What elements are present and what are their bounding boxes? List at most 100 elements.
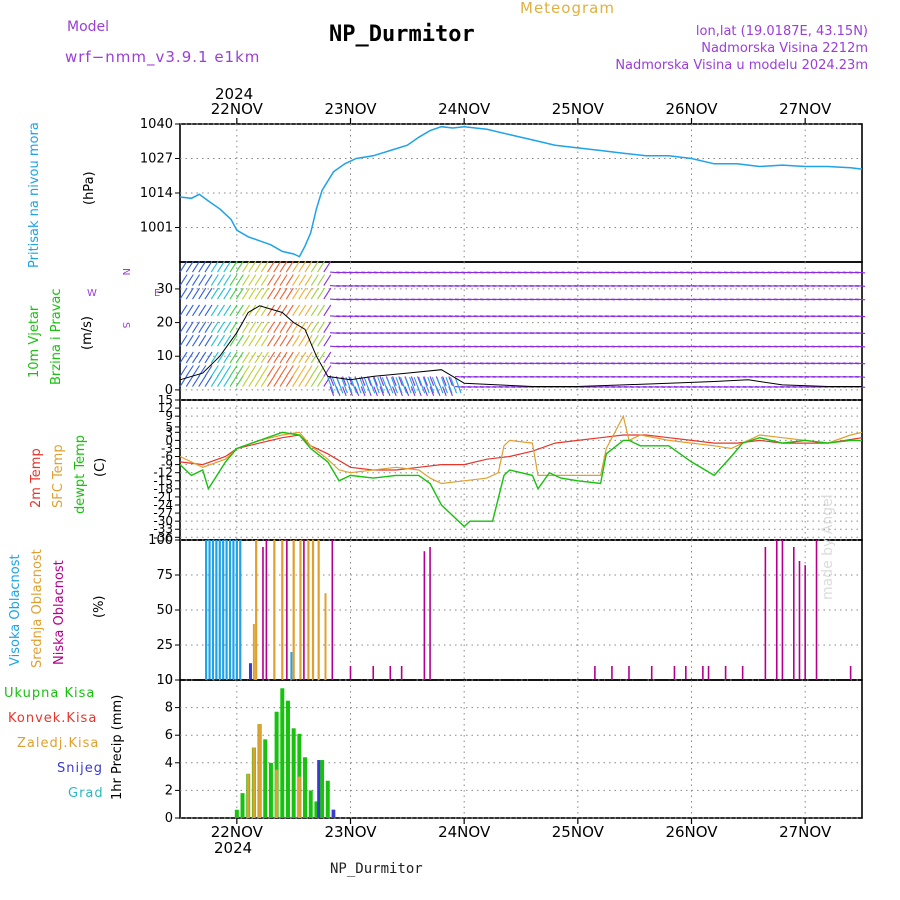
wind-barb	[442, 376, 447, 386]
wind-barb	[855, 271, 866, 274]
year-bottom: 2024	[214, 839, 253, 857]
x-tick-label-bottom: 24NOV	[438, 823, 491, 841]
cloud-mid-bar	[317, 540, 320, 680]
wind-barb	[235, 334, 244, 347]
temperature-y-tick-label: -21	[153, 490, 173, 504]
wind-barb	[267, 365, 276, 377]
wind-barb	[235, 274, 244, 286]
wind-barb	[260, 375, 269, 387]
wind-barb	[223, 260, 232, 273]
wind-barb	[372, 376, 380, 394]
wind-barb	[298, 334, 307, 347]
wind-barb	[348, 386, 353, 397]
wind-barb	[379, 386, 385, 397]
temperature-y-tick-label: -33	[153, 522, 173, 536]
cloud-high-bar	[222, 540, 225, 680]
precip-total-bar	[280, 688, 285, 818]
cloud-y-tick-label: 100	[148, 533, 173, 548]
temp-title-sfc: SFC Temp	[51, 444, 66, 508]
station-title: NP_Durmitor	[329, 22, 475, 47]
wind-barb	[354, 376, 362, 394]
wind-barb	[185, 304, 194, 317]
wind-barb	[285, 260, 294, 273]
pressure-unit: (hPa)	[82, 171, 97, 205]
cloud-title-low: Niska Oblacnost	[52, 560, 67, 665]
x-tick-label-top: 27NOV	[779, 100, 832, 118]
temp-title-2m: 2m Temp	[29, 448, 44, 508]
wind-barb	[392, 386, 397, 397]
wind-barb	[260, 304, 269, 317]
wind-barb	[373, 386, 378, 397]
wind-barb	[310, 287, 319, 300]
cloud-mid-bar	[255, 540, 258, 680]
wind-barb	[185, 287, 194, 300]
precip-total-bar	[297, 733, 302, 818]
cloud-high-bar	[228, 540, 232, 680]
cloud-high-bar	[218, 540, 221, 680]
temperature-y-tick-label: -6	[161, 450, 173, 464]
precip-total-bar	[274, 711, 279, 818]
cloud-low-bar	[793, 547, 795, 680]
wind-y-tick-label: 0	[165, 383, 173, 398]
temp-title-dewpt: dewpt Temp	[73, 434, 88, 514]
pressure-line	[179, 125, 863, 258]
wind-barb	[317, 321, 326, 333]
wind-barb	[317, 375, 326, 387]
cloud-y-tick-label: 25	[156, 638, 173, 653]
wind-barb	[179, 375, 188, 387]
wind-barb	[340, 376, 348, 394]
wind-y-tick-label: 30	[156, 282, 173, 297]
wind-barb	[223, 274, 232, 286]
wind-barb	[298, 274, 307, 286]
wind-barb	[279, 321, 288, 333]
wind-barb	[329, 376, 335, 386]
temperature-y-tick-label: 5	[165, 420, 173, 434]
wind-barb	[210, 260, 219, 273]
wind-barb	[179, 304, 188, 317]
wind-barb	[363, 376, 371, 394]
wind-barb	[267, 287, 276, 300]
wind-barb	[254, 304, 263, 317]
wind-barb	[229, 304, 238, 317]
wind-barb	[404, 376, 412, 394]
cloud-high-bar	[208, 540, 211, 680]
cloud-low-bar	[429, 547, 431, 680]
wind-barb	[317, 287, 326, 300]
wind-barb	[235, 260, 244, 273]
wind-barb	[204, 304, 213, 317]
wind-barb	[260, 321, 269, 333]
cloud-low-bar	[781, 540, 784, 680]
wind-barb	[248, 365, 257, 377]
cloud-low-bar	[262, 547, 264, 680]
precip-y-tick-label: 8	[165, 701, 173, 716]
wind-barb	[317, 260, 326, 273]
temperature-y-tick-label: -36	[153, 530, 173, 544]
wind-barb	[381, 376, 389, 394]
cloud-title-mid: Srednja Oblacnost	[30, 549, 45, 668]
wind-barb	[210, 304, 219, 317]
wind-barb	[198, 274, 207, 286]
wind-barb	[260, 365, 269, 377]
wind-barb	[192, 375, 200, 387]
wind-barb	[310, 321, 319, 333]
wind-barb	[273, 365, 282, 377]
cloud-low-bar	[303, 540, 305, 680]
wind-barb	[217, 304, 225, 317]
wind-barb	[285, 375, 294, 387]
wind-barb	[235, 375, 244, 387]
wind-barb	[450, 376, 458, 394]
x-tick-label-top: 26NOV	[665, 100, 718, 118]
precip-total-bar	[303, 757, 308, 818]
temperature-y-tick-label: 0	[165, 433, 173, 447]
pressure-y-tick-label: 1040	[140, 117, 173, 132]
wind-barb	[327, 376, 335, 394]
wind-barb	[855, 332, 866, 335]
precip-total-bar	[234, 809, 239, 818]
pressure-y-tick-label: 1014	[140, 186, 173, 201]
cloud-mid-bar	[273, 540, 276, 680]
cloud-low-bar	[724, 666, 727, 680]
wind-barb	[192, 321, 200, 333]
model-name: wrf−nmm_v3.9.1 e1km	[65, 48, 261, 66]
wind-barb	[267, 260, 276, 273]
